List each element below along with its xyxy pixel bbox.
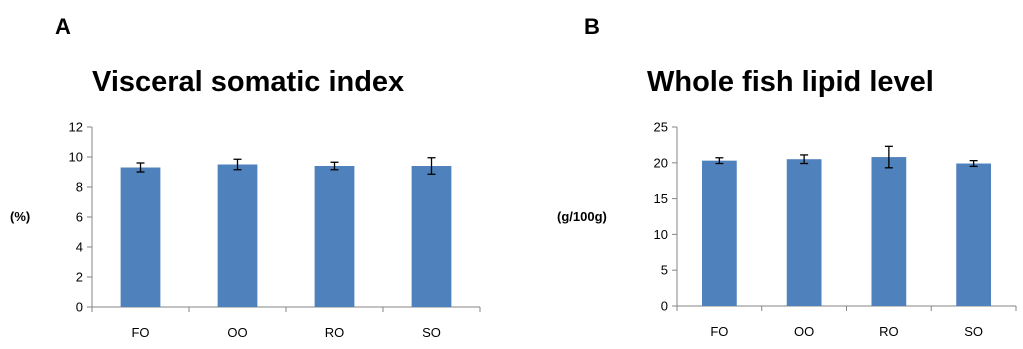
bar [702, 160, 737, 306]
x-tick-label: RO [879, 324, 899, 339]
y-tick-label: 12 [69, 120, 83, 135]
bar [956, 163, 991, 306]
y-tick-label: 8 [76, 180, 83, 195]
x-tick-label: OO [227, 325, 247, 340]
panel-letter: A [55, 14, 71, 39]
chart-panel-b: B Whole fish lipid level (g/100g) 0 5 10 15… [511, 0, 1022, 349]
y-tick-label: 4 [76, 240, 83, 255]
bar [120, 167, 161, 307]
x-tick-label: FO [710, 324, 728, 339]
x-tick-label: FO [131, 325, 149, 340]
y-axis-label: (g/100g) [557, 209, 607, 224]
bar [786, 159, 822, 306]
chart-title: Whole fish lipid level [647, 66, 934, 98]
bar [411, 166, 452, 307]
bar [217, 164, 258, 307]
x-tick-label: SO [422, 325, 441, 340]
y-tick-label: 6 [76, 210, 83, 225]
panel-letter: B [584, 14, 600, 39]
bar [314, 166, 355, 307]
x-tick-label: SO [964, 324, 983, 339]
y-tick-label: 5 [661, 263, 668, 278]
y-tick-label: 15 [654, 191, 668, 206]
bar [871, 157, 907, 306]
y-tick-label: 0 [76, 300, 83, 315]
x-tick-label: RO [325, 325, 345, 340]
x-tick-label: OO [794, 324, 814, 339]
y-tick-label: 10 [654, 227, 668, 242]
y-tick-label: 10 [69, 150, 83, 165]
y-tick-label: 2 [76, 270, 83, 285]
y-tick-label: 20 [654, 155, 668, 170]
y-tick-label: 0 [661, 299, 668, 314]
bar-chart: 0 2 4 6 8 10 12 FO OO RO SO [69, 120, 481, 340]
chart-title: Visceral somatic index [92, 66, 405, 98]
y-axis-label: (%) [10, 209, 31, 224]
bar-chart: 0 5 10 15 20 25 FO OO RO SO [654, 120, 1017, 339]
chart-panel-a: A Visceral somatic index (%) 0 2 4 6 8 10 12 FO… [0, 0, 511, 349]
y-tick-label: 25 [654, 120, 668, 135]
